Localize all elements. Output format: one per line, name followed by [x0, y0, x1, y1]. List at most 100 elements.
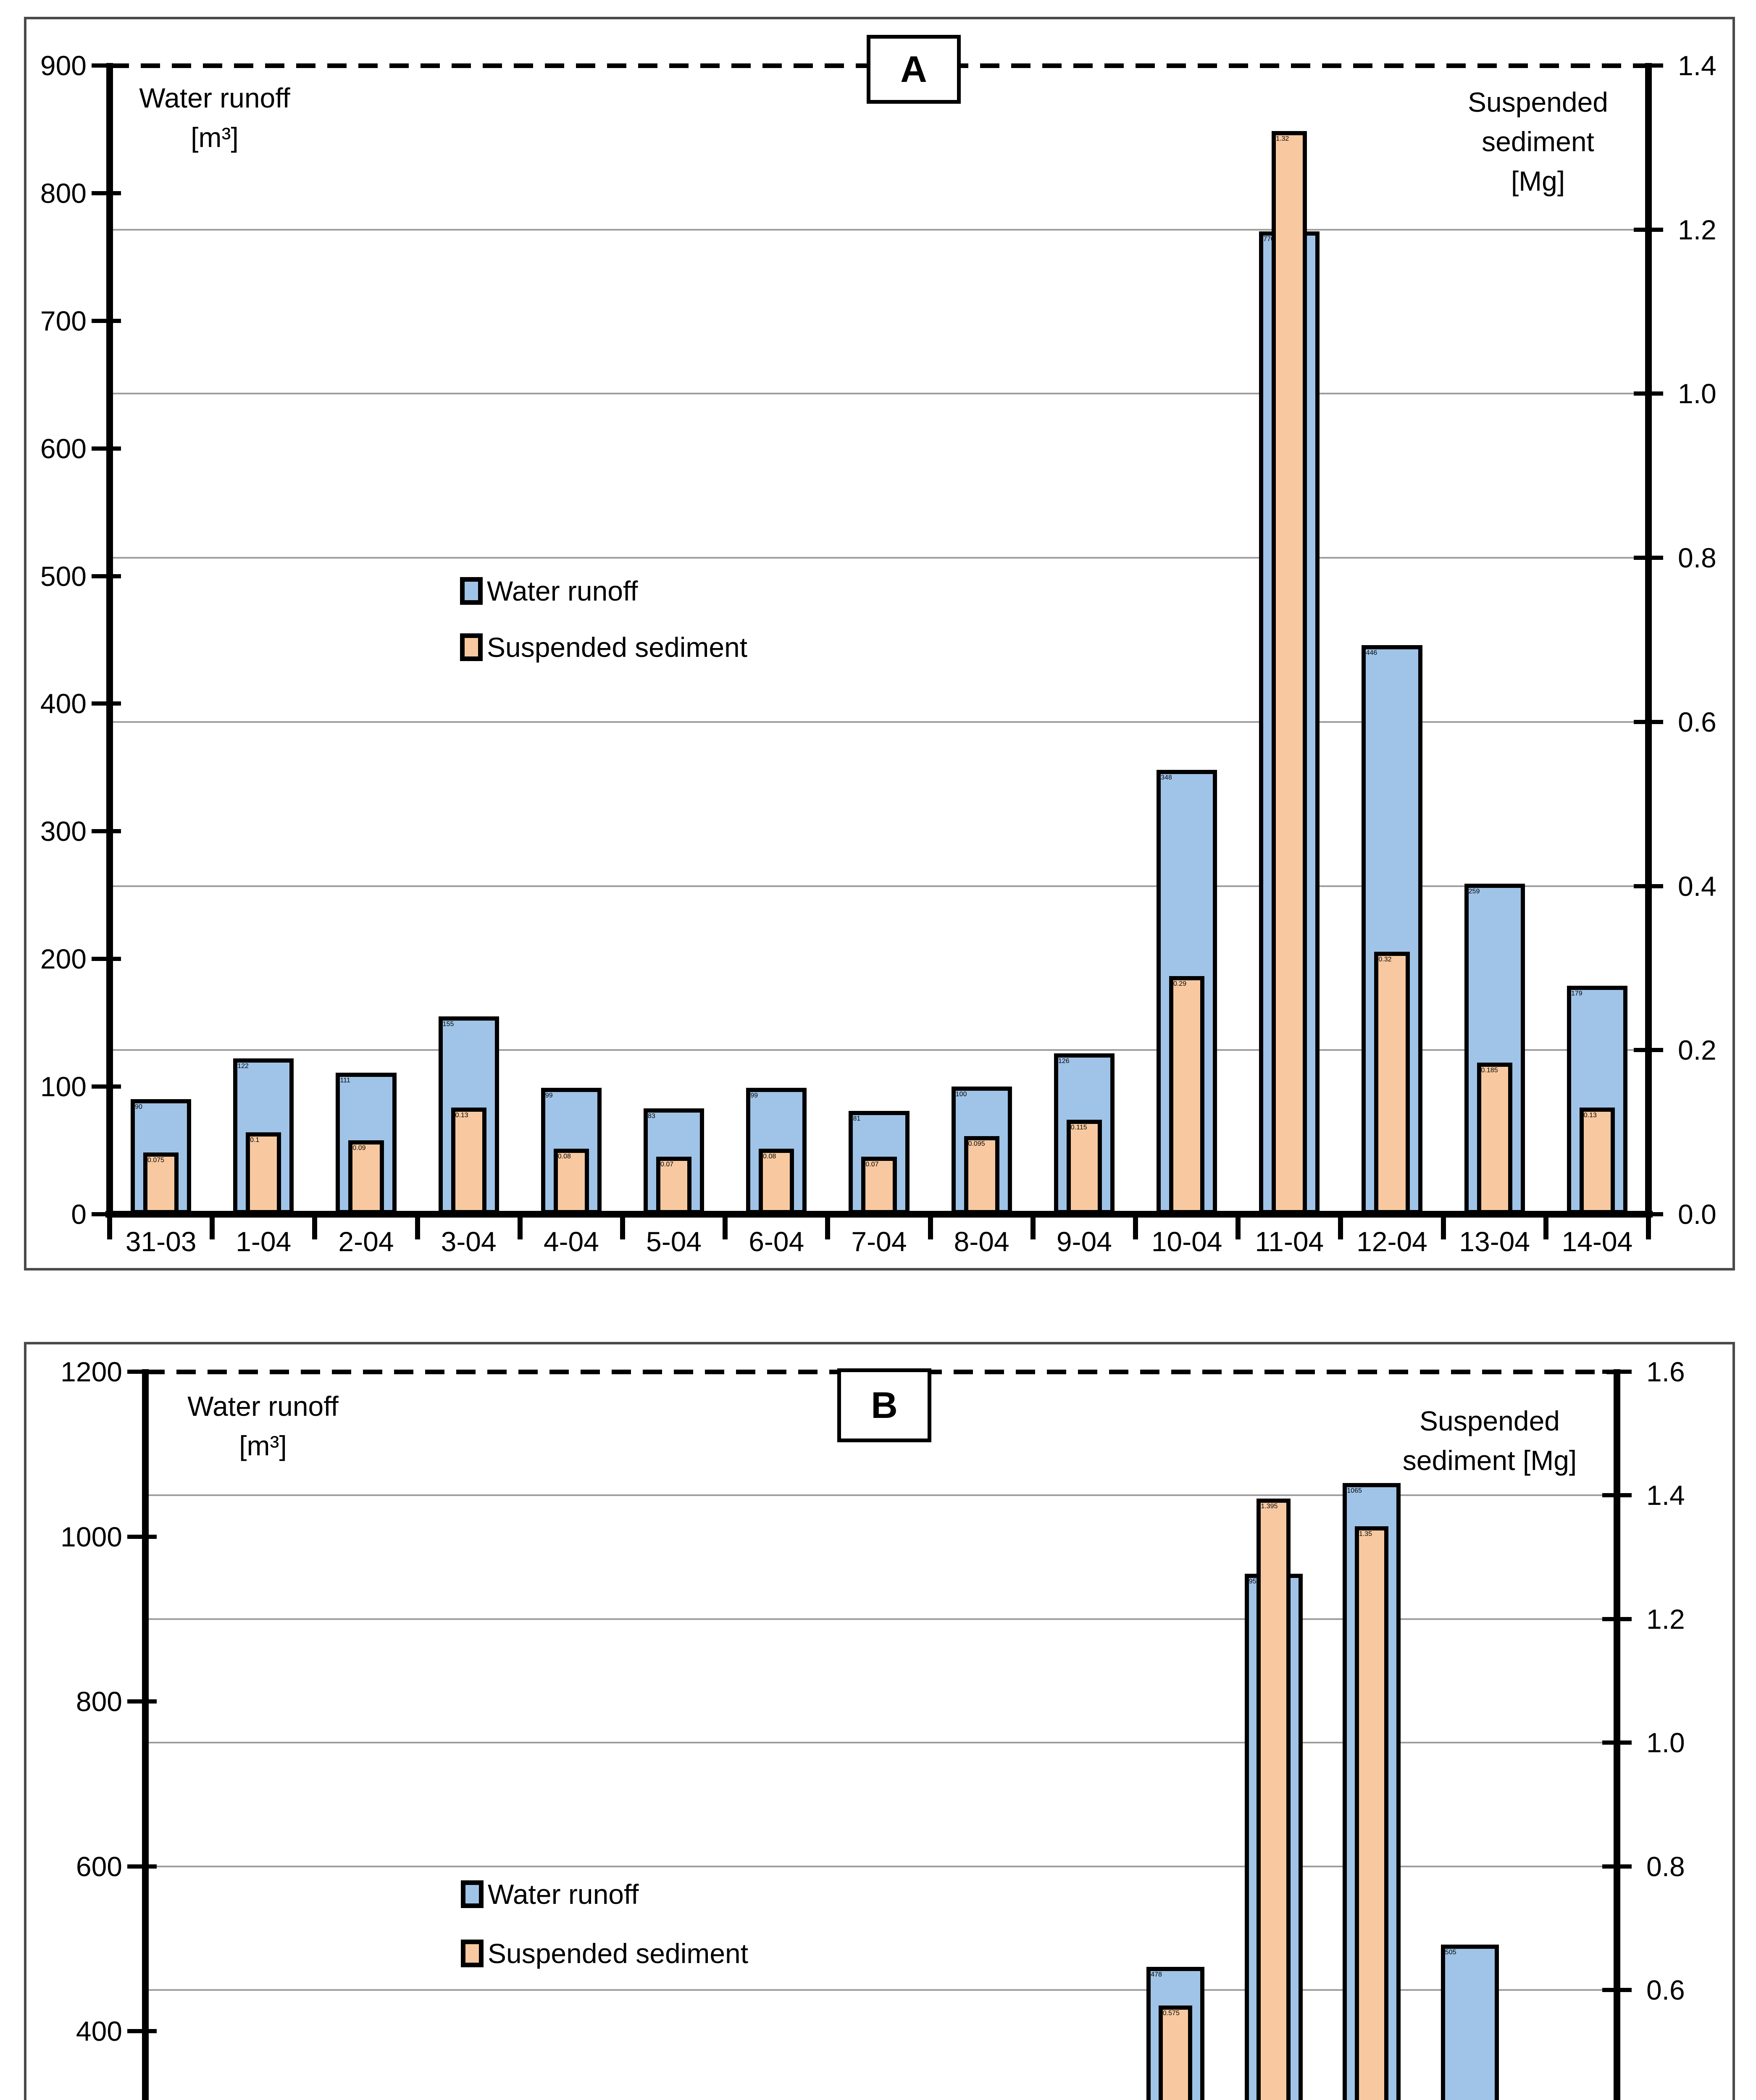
y-tick-label-right-0.2: 0.2	[1678, 1034, 1717, 1066]
y-tick-label-left-200: 200	[40, 943, 87, 975]
right-axis-title-b-line1: Suspended	[1420, 1405, 1560, 1436]
bar-suspended-sediment-11-04: 1.395	[1257, 1499, 1291, 2100]
y-tick-label-right-0.4: 0.4	[1678, 870, 1717, 902]
legend-item-water-runoff-a: Water runoff	[460, 577, 638, 605]
left-axis-title-b-line1: Water runoff	[187, 1391, 339, 1422]
y-tick-right-1.4	[1602, 1493, 1632, 1498]
y-tick-right-1.6	[1602, 1370, 1632, 1374]
y-tick-left-500	[92, 574, 121, 578]
y-tick-label-right-1.4: 1.4	[1646, 1480, 1685, 1511]
y-tick-label-right-1.2: 1.2	[1646, 1603, 1685, 1635]
y-tick-right-1.0	[1634, 391, 1663, 396]
bar-suspended-sediment-12-04: 1.35	[1354, 1526, 1389, 2100]
chart-panel-a: 90 0.075 122 0.1 111 0.09 155 0.13 99 0.08 83 0.07 9…	[24, 17, 1735, 1270]
left-axis-title-a: Water runoff [m³]	[139, 78, 290, 157]
y-tick-label-left-1000: 1000	[60, 1521, 122, 1552]
x-label-9-04: 9-04	[1056, 1226, 1112, 1257]
x-tick-4	[517, 1217, 523, 1239]
x-label-6-04: 6-04	[749, 1226, 804, 1257]
right-axis-title-b: Suspended sediment [Mg]	[1403, 1401, 1577, 1480]
y-tick-label-left-100: 100	[40, 1071, 87, 1102]
x-label-10-04: 10-04	[1151, 1226, 1222, 1257]
bar-suspended-sediment-12-04: 0.32	[1374, 952, 1410, 1214]
y-tick-label-left-800: 800	[40, 177, 87, 209]
x-label-13-04: 13-04	[1459, 1226, 1530, 1257]
gridline-1.4	[145, 1494, 1617, 1496]
bar-suspended-sediment-7-04: 0.07	[861, 1157, 897, 1214]
x-tick-12	[1338, 1217, 1343, 1239]
left-axis-title-a-line2: [m³]	[191, 122, 239, 153]
bar-suspended-sediment-2-04: 0.09	[348, 1140, 384, 1214]
y-tick-right-1.0	[1602, 1740, 1632, 1745]
y-tick-label-right-1.0: 1.0	[1646, 1727, 1685, 1759]
left-axis-title-a-line1: Water runoff	[139, 82, 290, 113]
x-tick-0	[107, 1217, 112, 1239]
legend-item-suspended-sediment-a: Suspended sediment	[460, 633, 747, 661]
gridline-0.4	[110, 885, 1648, 887]
bar-suspended-sediment-10-04: 0.29	[1169, 976, 1205, 1214]
y-tick-label-right-1.6: 1.6	[1646, 1356, 1685, 1387]
x-tick-9	[1030, 1217, 1036, 1239]
y-tick-right-0.8	[1602, 1864, 1632, 1869]
water-runoff-swatch-icon	[460, 577, 483, 605]
x-label-1-04: 1-04	[236, 1226, 292, 1257]
y-tick-right-0.8	[1634, 556, 1663, 560]
x-tick-1	[210, 1217, 215, 1239]
bar-suspended-sediment-5-04: 0.07	[656, 1157, 692, 1214]
water-runoff-swatch-icon	[461, 1880, 484, 1908]
x-label-31-03: 31-03	[125, 1226, 197, 1257]
right-axis-line	[1614, 1369, 1620, 2100]
y-tick-left-100	[92, 1084, 121, 1089]
chart-panel-b: 1180.0152300.045900.008850.008940.008116…	[24, 1342, 1735, 2100]
panel-label-a: A	[867, 35, 961, 104]
bar-suspended-sediment-4-04: 0.08	[553, 1149, 589, 1214]
gridline-1.2	[145, 1618, 1617, 1620]
right-axis-title-b-line2: sediment [Mg]	[1402, 1445, 1577, 1476]
bar-suspended-sediment-9-04: 0.115	[1066, 1120, 1102, 1214]
y-tick-right-1.4	[1634, 63, 1663, 68]
y-tick-label-left-0: 0	[71, 1199, 87, 1230]
x-label-5-04: 5-04	[646, 1226, 702, 1257]
left-axis-title-b: Water runoff [m³]	[187, 1386, 339, 1465]
y-tick-left-0	[92, 1212, 121, 1216]
y-tick-label-left-600: 600	[40, 433, 87, 464]
x-tick-7	[825, 1217, 831, 1239]
y-tick-left-400	[92, 701, 121, 706]
y-tick-left-1000	[127, 1534, 157, 1539]
y-tick-label-left-400: 400	[40, 688, 87, 719]
x-tick-10	[1133, 1217, 1138, 1239]
bar-suspended-sediment-31-03: 0.075	[143, 1152, 179, 1214]
bar-suspended-sediment-14-04: 0.13	[1579, 1108, 1615, 1214]
right-axis-title-a-line3: [Mg]	[1511, 165, 1565, 197]
gridline-0.6	[145, 1989, 1617, 1991]
y-tick-label-right-1.4: 1.4	[1678, 50, 1717, 81]
x-label-11-04: 11-04	[1255, 1226, 1324, 1257]
y-tick-label-left-700: 700	[40, 305, 87, 336]
y-tick-label-left-900: 900	[40, 50, 87, 81]
y-tick-left-600	[127, 1864, 157, 1869]
x-axis-line	[105, 1211, 1653, 1218]
y-tick-left-200	[92, 957, 121, 961]
x-tick-15	[1646, 1217, 1651, 1239]
bar-suspended-sediment-6-04: 0.08	[759, 1149, 794, 1214]
y-tick-label-right-0.6: 0.6	[1646, 1974, 1685, 2006]
y-tick-label-left-600: 600	[76, 1851, 122, 1882]
x-tick-14	[1543, 1217, 1548, 1239]
bar-suspended-sediment-1-04: 0.1	[246, 1132, 281, 1214]
right-axis-title-a-line2: sediment	[1482, 126, 1594, 157]
bar-water-runoff-13-04: 505	[1441, 1945, 1499, 2100]
gridline-0.2	[110, 1049, 1648, 1051]
y-tick-label-left-300: 300	[40, 816, 87, 847]
x-tick-3	[415, 1217, 420, 1239]
y-tick-label-right-0.6: 0.6	[1678, 706, 1717, 738]
y-tick-label-right-0.0: 0.0	[1678, 1199, 1717, 1230]
x-tick-13	[1441, 1217, 1446, 1239]
bar-suspended-sediment-3-04: 0.13	[451, 1108, 486, 1214]
legend-label-suspended-sediment-b: Suspended sediment	[488, 1938, 749, 1969]
y-tick-left-300	[92, 829, 121, 834]
y-tick-left-900	[92, 63, 121, 68]
legend-item-suspended-sediment-b: Suspended sediment	[461, 1940, 748, 1967]
y-tick-right-0.6	[1634, 719, 1663, 724]
x-tick-11	[1236, 1217, 1241, 1239]
